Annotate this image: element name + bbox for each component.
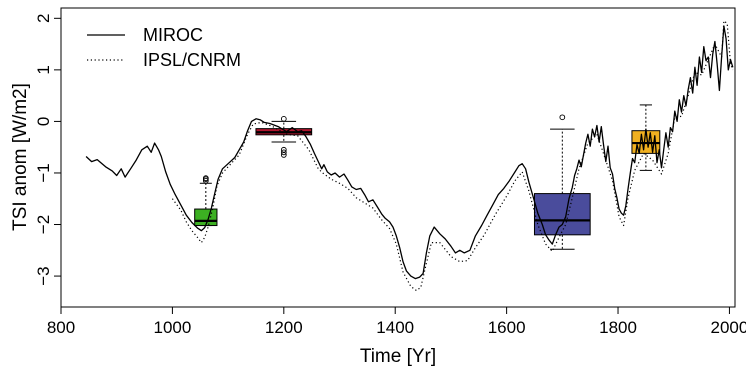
plot-frame [60, 7, 736, 308]
y-tick-label--1: −1 [34, 163, 53, 182]
x-tick-label-1000: 1000 [153, 318, 191, 337]
boxplots [194, 104, 661, 250]
boxplot-1-outlier-0 [280, 115, 287, 122]
x-tick-label-1400: 1400 [376, 318, 414, 337]
legend-label-miroc: MIROC [143, 25, 203, 45]
x-tick-label-1600: 1600 [488, 318, 526, 337]
y-tick-label-1: 1 [34, 65, 53, 74]
y-tick-label--2: −2 [34, 215, 53, 234]
boxplot-0-outlier-2 [202, 177, 209, 184]
y-tick-label-2: 2 [34, 14, 53, 23]
boxplot-0-box [194, 208, 218, 227]
boxplot-2-outlier-0 [559, 114, 566, 121]
legend: MIROC IPSL/CNRM [87, 25, 241, 70]
boxplot-0-outlier-1 [202, 176, 209, 183]
boxplot-medians [194, 131, 660, 223]
boxplot-1-outlier-2 [280, 149, 287, 156]
x-tick-label-800: 800 [47, 318, 75, 337]
x-axis: 800 1000 1200 1400 1600 1800 2000 [47, 307, 746, 337]
y-tick-label-0: 0 [34, 117, 53, 126]
x-tick-label-2000: 2000 [711, 318, 746, 337]
x-tick-label-1200: 1200 [265, 318, 303, 337]
x-tick-label-1800: 1800 [599, 318, 637, 337]
series-lines [85, 20, 734, 292]
series-line-ipsl-cnrm [171, 20, 734, 292]
boxplot-1-outlier-3 [280, 152, 287, 158]
y-axis: −3 −2 −1 0 1 2 [34, 14, 61, 286]
y-tick-label--3: −3 [34, 266, 53, 285]
y-axis-title: TSI anom [W/m2] [10, 83, 31, 231]
legend-label-ipsl-cnrm: IPSL/CNRM [143, 50, 241, 70]
series-line-miroc [85, 25, 734, 280]
boxplot-2-box [533, 193, 591, 236]
x-axis-title: Time [Yr] [360, 346, 436, 367]
